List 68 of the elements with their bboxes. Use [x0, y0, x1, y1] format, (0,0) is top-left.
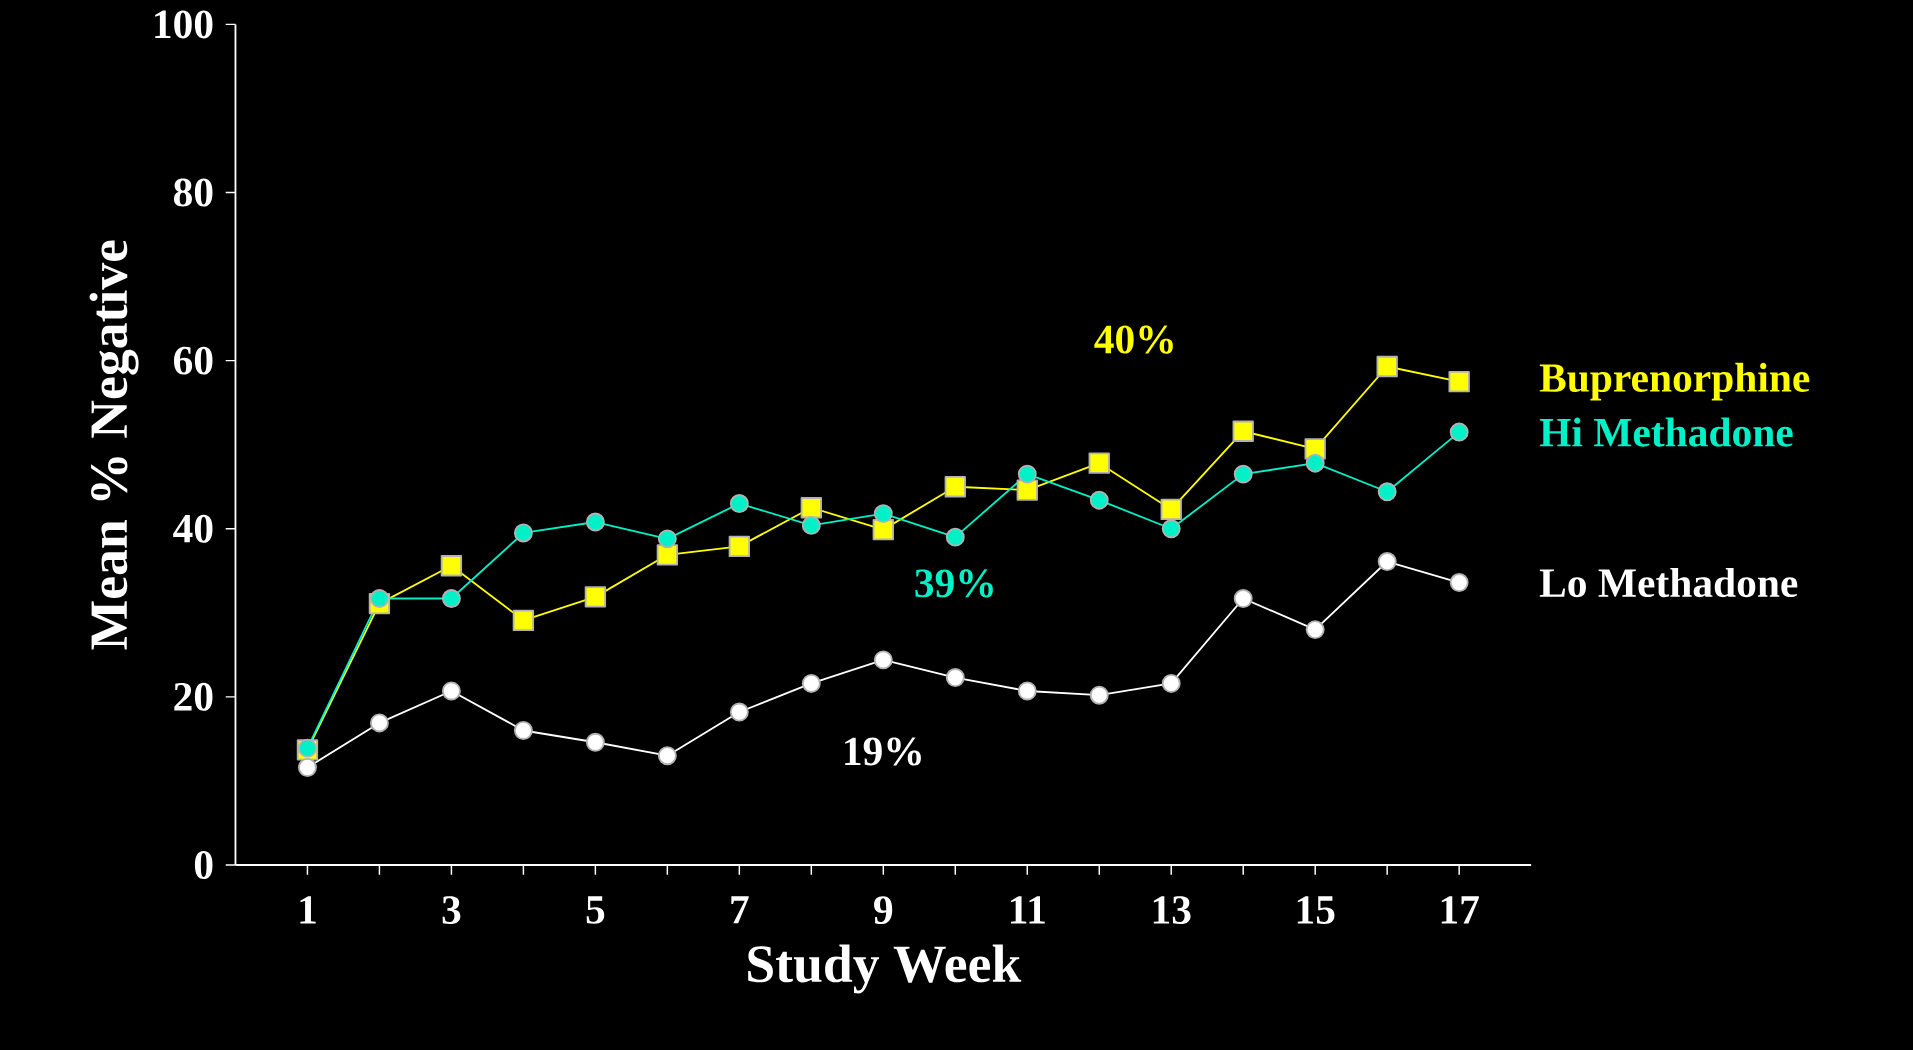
- point: [1017, 681, 1037, 701]
- x-tick-label: 5: [586, 895, 605, 924]
- point: [585, 512, 605, 532]
- point: [944, 475, 966, 498]
- point: [1160, 498, 1182, 520]
- point: [441, 588, 461, 608]
- point: [1305, 619, 1325, 639]
- annotation: 39%: [915, 569, 993, 598]
- point: [513, 720, 533, 740]
- y-tick-label: 60: [174, 346, 213, 375]
- point: [801, 515, 821, 535]
- point: [1161, 519, 1181, 538]
- y-tick-label: 20: [174, 682, 213, 711]
- point: [1089, 685, 1109, 705]
- x-tick-label: 1: [300, 895, 316, 924]
- point: [1449, 572, 1469, 592]
- y-axis-title: Mean % Negative: [89, 240, 139, 650]
- point: [801, 673, 821, 693]
- point: [441, 681, 461, 701]
- y-tick-label: 100: [155, 10, 213, 39]
- point: [1377, 551, 1397, 571]
- point: [873, 650, 893, 670]
- series-label: Hi Methadone: [1539, 417, 1793, 447]
- point: [657, 529, 677, 549]
- point: [1448, 370, 1470, 393]
- point: [1089, 490, 1109, 510]
- point: [585, 732, 605, 752]
- y-tick-label: 0: [194, 850, 213, 879]
- point: [584, 585, 607, 608]
- point: [512, 609, 535, 631]
- point: [657, 746, 677, 765]
- y-tick-label: 40: [173, 514, 213, 543]
- point: [1232, 420, 1254, 442]
- point: [1305, 453, 1325, 473]
- x-tick-label: 7: [731, 895, 749, 924]
- point: [1449, 422, 1469, 442]
- point: [729, 702, 749, 722]
- point: [1088, 452, 1110, 474]
- x-tick-label: 11: [1011, 895, 1045, 924]
- point: [1233, 588, 1253, 608]
- annotation: 19%: [845, 737, 921, 766]
- point: [873, 503, 893, 523]
- point: [1016, 479, 1038, 501]
- point: [1377, 482, 1397, 502]
- point: [800, 496, 822, 519]
- x-tick-label: 15: [1297, 895, 1335, 924]
- point: [369, 588, 389, 608]
- point: [1017, 464, 1037, 484]
- x-tick-label: 9: [874, 895, 893, 924]
- x-tick-label: 3: [442, 895, 461, 924]
- point: [369, 713, 389, 733]
- point: [440, 554, 463, 577]
- x-tick-label: 13: [1153, 895, 1191, 924]
- point: [1376, 355, 1398, 377]
- y-tick-label: 80: [173, 178, 213, 207]
- series-label: Buprenorphine: [1539, 362, 1810, 401]
- point: [297, 757, 317, 777]
- point: [728, 535, 751, 557]
- x-axis-title: Study Week: [748, 944, 1022, 994]
- point: [513, 523, 533, 543]
- x-tick-label: 17: [1441, 895, 1479, 924]
- series-label: Lo Methadone: [1539, 567, 1798, 597]
- point: [945, 527, 965, 547]
- point: [945, 667, 965, 687]
- point: [729, 493, 749, 513]
- point: [1233, 464, 1253, 484]
- annotation: 40%: [1094, 325, 1173, 354]
- point: [1161, 673, 1181, 693]
